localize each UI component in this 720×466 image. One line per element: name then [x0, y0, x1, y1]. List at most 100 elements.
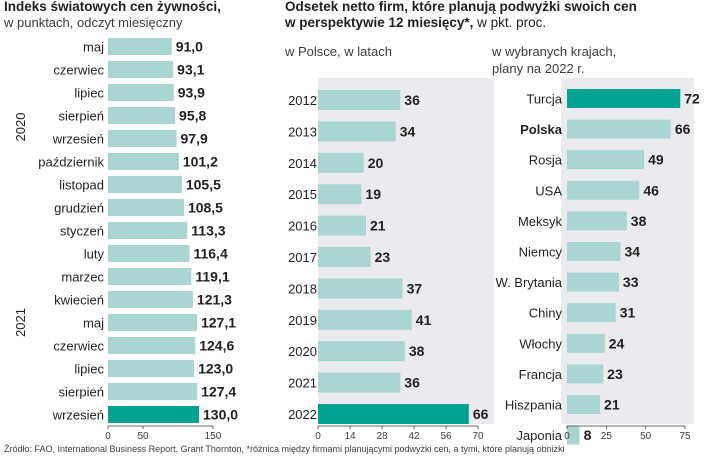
- chart0-value-label: 93,9: [178, 85, 205, 101]
- chart0-value-label: 121,3: [197, 292, 232, 308]
- chart2-category-label: Turcja: [526, 92, 562, 107]
- chart2-category-label: Meksyk: [518, 214, 563, 229]
- chart2-category-label: Francja: [519, 367, 563, 382]
- chart2-x-tick-label: 25: [601, 431, 613, 442]
- right-title-unit: w pkt. proc.: [473, 15, 547, 30]
- chart0-bar: [108, 61, 174, 78]
- chart0-value-label: 130,0: [203, 407, 238, 423]
- chart2-bar: [567, 303, 616, 323]
- chart0-value-label: 119,1: [195, 269, 229, 285]
- chart2-category-label: USA: [535, 183, 562, 198]
- chart1-bar: [318, 341, 405, 362]
- chart2-value-label: 72: [684, 91, 700, 107]
- chart0-bar: [108, 314, 197, 331]
- chart0-bar: [108, 153, 179, 170]
- chart2-bar: [567, 242, 621, 261]
- chart2-category-label: Hiszpania: [505, 398, 563, 413]
- chart0-category-label: kwiecień: [54, 293, 104, 308]
- chart0-category-label: sierpień: [58, 385, 104, 400]
- chart2-bar: [567, 364, 604, 384]
- chart1-x-tick-label: 0: [315, 431, 321, 442]
- chart2-category-label: W. Brytania: [496, 275, 563, 290]
- chart1-bar: [318, 121, 396, 142]
- chart2-x-tick-label: 75: [679, 431, 691, 442]
- right-title-line2-bold: w perspektywie 12 miesięcy*,: [285, 15, 474, 30]
- chart0-year-label: 2020: [13, 113, 28, 142]
- chart2-category-label: Japonia: [516, 428, 562, 443]
- left-title: Indeks światowych cen żywności,: [4, 0, 221, 14]
- chart0-value-label: 97,9: [181, 131, 208, 147]
- chart2-bar: [567, 180, 640, 200]
- chart0-category-label: wrzesień: [52, 132, 104, 147]
- chart2-value-label: 31: [620, 305, 636, 321]
- chart1-category-label: 2019: [288, 313, 317, 328]
- chart0-value-label: 105,5: [186, 177, 221, 193]
- chart1-category-label: 2013: [288, 124, 317, 139]
- chart0-bar: [108, 199, 184, 216]
- chart0-bar: [108, 176, 182, 193]
- chart2-value-label: 24: [609, 335, 625, 351]
- chart1-bar: [318, 184, 362, 205]
- chart1-category-label: 2021: [288, 376, 317, 391]
- chart1-value-label: 21: [370, 218, 386, 234]
- chart2-bar: [567, 333, 605, 353]
- chart1-value-label: 34: [400, 123, 416, 139]
- chart2-x-tick-label: 0: [564, 431, 570, 442]
- chart1-category-label: 2012: [288, 93, 317, 108]
- chart2-value-label: 23: [607, 366, 623, 382]
- chart2-value-label: 33: [623, 274, 639, 290]
- chart0-category-label: czerwiec: [53, 339, 104, 354]
- chart0-bar: [108, 130, 177, 147]
- chart2-x-tick-label: 50: [640, 431, 652, 442]
- chart2-bar: [567, 395, 601, 414]
- chart0-category-label: lipiec: [74, 86, 104, 101]
- chart1-bar: [318, 247, 371, 267]
- chart2-category-label: Polska: [520, 122, 563, 137]
- chart0-value-label: 95,8: [179, 108, 206, 124]
- chart1-value-label: 36: [404, 92, 420, 108]
- chart2-value-label: 66: [675, 121, 691, 137]
- left-subtitle: w punktach, odczyt miesięczny: [4, 15, 183, 30]
- chart0-value-label: 127,4: [201, 384, 236, 400]
- right-subtitle-line1: w wybranych krajach,: [492, 44, 617, 59]
- chart1-bar: [318, 372, 401, 393]
- chart2-value-label: 46: [643, 182, 659, 198]
- chart1-value-label: 66: [473, 406, 489, 422]
- chart0-year-label: 2021: [13, 308, 28, 337]
- chart0-category-label: sierpień: [58, 109, 104, 124]
- chart1-bar: [318, 215, 366, 236]
- chart2-bar: [567, 89, 681, 108]
- chart0-value-label: 124,6: [199, 338, 234, 354]
- chart0-category-label: wrzesień: [52, 408, 104, 423]
- chart1-category-label: 2016: [288, 219, 317, 234]
- chart2-category-label: Włochy: [519, 336, 562, 351]
- chart1-x-tick-label: 70: [472, 431, 484, 442]
- chart1-value-label: 36: [404, 375, 420, 391]
- chart2-bar: [567, 425, 580, 445]
- chart0-x-tick-label: 150: [205, 431, 222, 442]
- chart2-bar: [567, 119, 671, 139]
- source-note: Źródło: FAO, International Business Repo…: [4, 444, 565, 454]
- chart2-bar: [567, 211, 627, 231]
- chart1-bar: [318, 278, 403, 299]
- chart2-value-label: 8: [584, 427, 592, 443]
- chart0-value-label: 113,3: [191, 223, 225, 239]
- chart0-category-label: maj: [83, 40, 104, 55]
- chart0-category-label: listopad: [59, 178, 104, 193]
- right-title-line1: Odsetek netto firm, które planują podwyż…: [285, 0, 637, 14]
- chart0-value-label: 108,5: [188, 200, 223, 216]
- chart0-category-label: styczeń: [60, 224, 104, 239]
- chart2-category-label: Rosja: [529, 153, 563, 168]
- chart1-category-label: 2014: [288, 156, 317, 171]
- chart1-value-label: 38: [409, 343, 425, 359]
- chart0-bar: [108, 38, 172, 55]
- chart1-value-label: 41: [416, 312, 432, 328]
- chart0-bar: [108, 337, 196, 354]
- chart2-bar: [567, 150, 645, 170]
- chart1-x-tick-label: 14: [344, 431, 356, 442]
- chart1-value-label: 23: [375, 249, 391, 265]
- chart0-bar: [108, 268, 192, 285]
- chart1-value-label: 19: [365, 186, 381, 202]
- chart0-value-label: 91,0: [176, 39, 203, 55]
